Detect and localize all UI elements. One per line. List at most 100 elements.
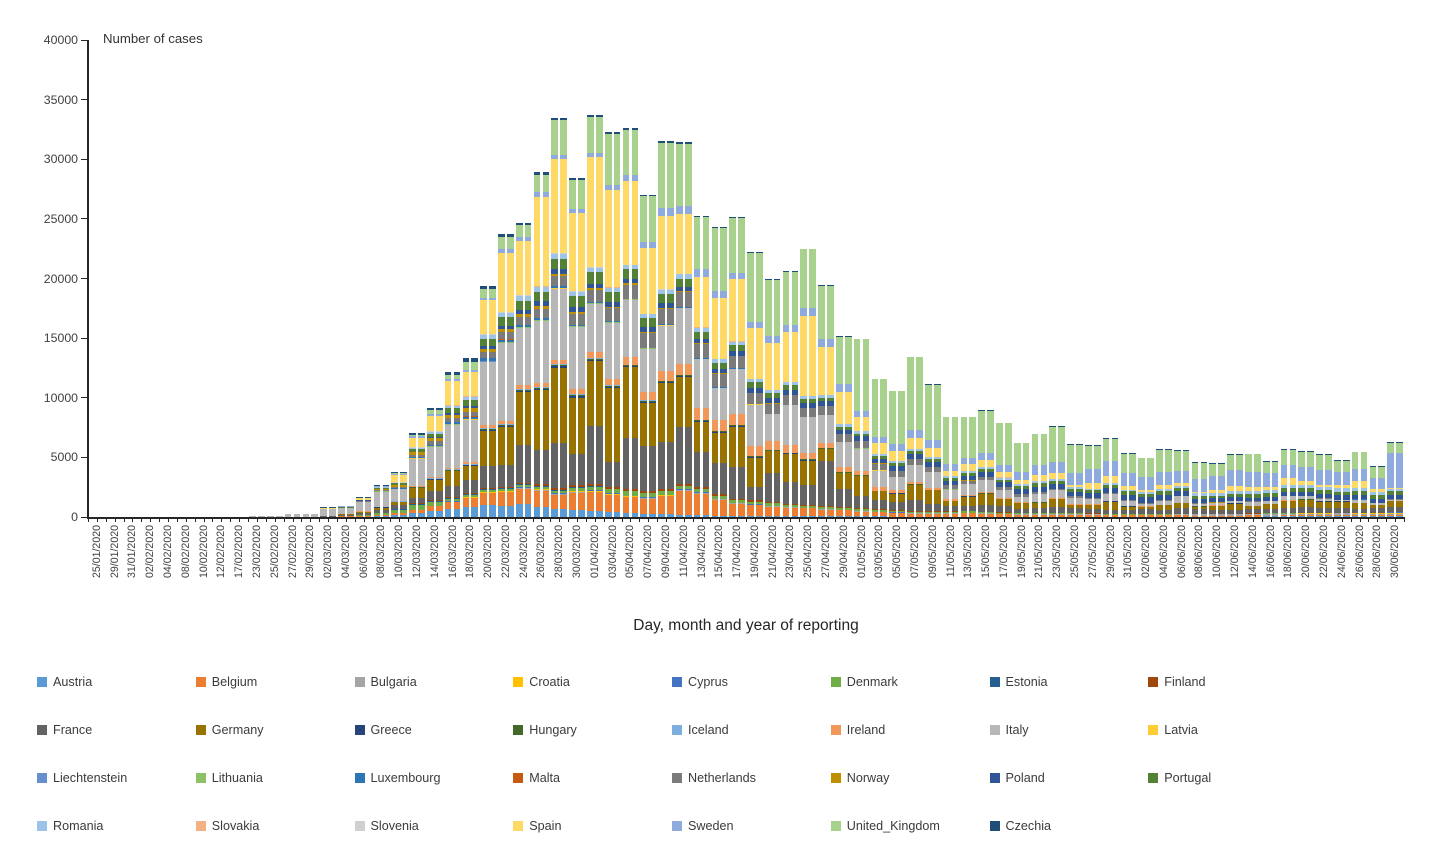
bar-segment <box>560 367 568 443</box>
bar <box>800 248 808 517</box>
bar-segment <box>800 399 808 403</box>
legend-item-portugal: Portugal <box>1148 772 1307 785</box>
x-tick <box>692 518 694 522</box>
bar-segment <box>604 323 612 379</box>
bar <box>418 432 425 517</box>
bar-segment <box>1227 514 1234 516</box>
bar-segment <box>1236 485 1243 491</box>
bar-segment <box>818 509 825 517</box>
bar-segment <box>862 476 870 496</box>
bar <box>364 497 372 517</box>
bar-segment <box>569 397 576 455</box>
x-tick <box>541 518 543 522</box>
bar <box>924 384 932 517</box>
bar-segment <box>818 401 825 406</box>
bar-segment <box>693 420 701 422</box>
bar-segment <box>649 347 656 349</box>
bar-segment <box>987 512 994 514</box>
bar-segment <box>933 472 941 488</box>
bar-segment <box>640 248 648 314</box>
bar-segment <box>471 369 479 373</box>
bar-segment <box>1316 508 1323 513</box>
bar-segment <box>489 285 496 289</box>
bar-segment <box>1342 513 1350 515</box>
bar-segment <box>1245 494 1252 498</box>
bar-segment <box>1271 490 1279 494</box>
bar-segment <box>1031 491 1039 494</box>
bar-segment <box>747 404 754 447</box>
x-tick <box>906 518 908 522</box>
bar-segment <box>1351 468 1359 482</box>
bar-segment <box>1253 491 1261 495</box>
bar-segment <box>249 515 256 517</box>
bar <box>373 484 381 517</box>
bar-segment <box>533 318 541 320</box>
bar-segment <box>551 366 559 368</box>
x-tick-label: 18/03/2020 <box>464 525 477 579</box>
bar-segment <box>684 490 692 515</box>
legend-label: Liechtenstein <box>53 771 128 785</box>
x-tick <box>399 518 401 522</box>
bar-segment <box>658 514 665 517</box>
bar-segment <box>711 369 719 374</box>
bar-segment <box>1280 496 1288 501</box>
x-tick <box>221 518 223 522</box>
bar-segment <box>1165 514 1172 516</box>
bar-segment <box>738 503 745 516</box>
bar-segment <box>827 339 834 348</box>
bar-segment <box>373 490 381 492</box>
x-tick <box>96 518 98 522</box>
bar-segment <box>747 500 754 502</box>
x-tick <box>1404 518 1405 522</box>
x-tick <box>1279 518 1281 522</box>
x-tick-label: 28/03/2020 <box>553 525 566 579</box>
bar-segment <box>907 511 914 514</box>
bar-segment <box>1076 491 1083 497</box>
bar-segment <box>702 359 710 409</box>
bar-segment <box>489 346 496 349</box>
legend-swatch <box>1148 725 1159 735</box>
bar-segment <box>373 491 381 507</box>
bar-segment <box>836 426 843 430</box>
bar-segment <box>818 285 825 340</box>
bar-segment <box>578 394 585 395</box>
x-tick-label: 02/02/2020 <box>144 525 157 579</box>
bar-segment <box>1316 493 1323 499</box>
bar-segment <box>533 382 541 388</box>
bar-segment <box>1262 513 1270 516</box>
bar <box>1058 426 1065 517</box>
bar-segment <box>1253 494 1261 498</box>
bar-segment <box>827 395 834 398</box>
bar-segment <box>418 513 425 517</box>
bar-segment <box>667 381 674 383</box>
bar-segment <box>1111 483 1119 486</box>
x-tick <box>328 518 330 522</box>
bar-segment <box>1298 467 1306 481</box>
bar-segment <box>587 358 594 361</box>
bar-segment <box>462 395 470 397</box>
bar-segment <box>1076 473 1083 486</box>
y-axis-line <box>87 40 89 518</box>
bar-segment <box>1040 501 1048 503</box>
bar-segment <box>1129 494 1137 500</box>
bar-segment <box>1307 488 1314 492</box>
bar-segment <box>391 485 399 487</box>
bar <box>595 114 603 517</box>
bar-segment <box>702 331 710 339</box>
bar-segment <box>675 291 683 293</box>
bar-segment <box>515 483 523 485</box>
x-tick-label: 12/06/2020 <box>1229 525 1242 579</box>
legend-label: Netherlands <box>688 771 756 785</box>
bar-segment <box>338 514 345 516</box>
bar-segment <box>418 503 425 505</box>
bar-segment <box>524 485 532 488</box>
x-tick <box>1297 518 1299 522</box>
x-tick-label: 29/05/2020 <box>1104 525 1117 579</box>
x-tick <box>1217 518 1219 522</box>
bar-segment <box>435 506 443 512</box>
bar-segment <box>507 425 514 428</box>
bar-segment <box>1049 480 1057 485</box>
bar-segment <box>1058 514 1065 515</box>
bar-segment <box>773 403 781 414</box>
bar-segment <box>1013 513 1021 515</box>
